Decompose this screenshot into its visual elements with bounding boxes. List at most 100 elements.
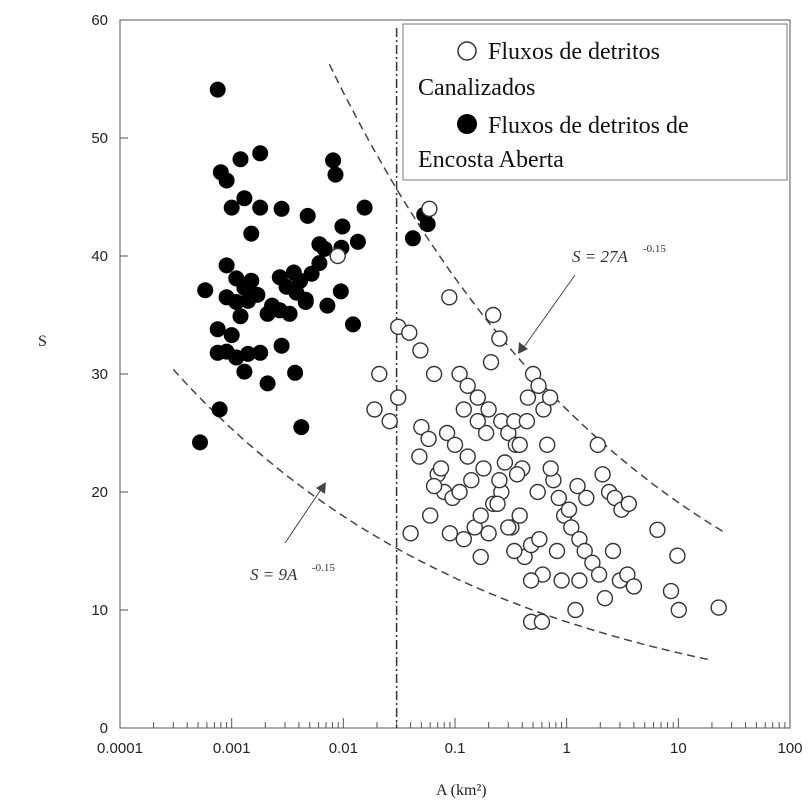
data-point-canalizados	[425, 365, 443, 383]
y-tick-label: 10	[91, 602, 108, 619]
data-point-encosta-aberta	[232, 308, 249, 325]
data-point-canalizados	[530, 377, 547, 394]
data-point-encosta-aberta	[259, 375, 276, 392]
data-point-encosta-aberta	[281, 305, 298, 322]
data-point-encosta-aberta	[316, 240, 333, 257]
data-point-canalizados	[480, 401, 497, 418]
data-point-encosta-aberta	[327, 166, 344, 183]
data-point-canalizados	[441, 289, 458, 306]
data-point-canalizados	[402, 525, 419, 542]
data-point-canalizados	[413, 418, 430, 436]
data-point-canalizados	[604, 542, 622, 560]
x-tick-label: 10	[670, 740, 687, 757]
data-point-canalizados	[550, 489, 567, 507]
data-point-encosta-aberta	[319, 297, 336, 314]
y-tick-label: 20	[91, 484, 108, 501]
data-point-canalizados	[511, 507, 528, 524]
data-point-canalizados	[472, 507, 489, 524]
x-tick-labels: 0.0001 0.001 0.01 0.1 1 10 100	[97, 740, 802, 757]
data-point-encosta-aberta	[211, 401, 228, 418]
legend-open-label-line1: Fluxos de detritos	[488, 39, 660, 65]
data-point-encosta-aberta	[209, 321, 226, 338]
data-point-encosta-aberta	[192, 434, 208, 451]
data-point-canalizados	[529, 483, 546, 501]
data-point-canalizados	[625, 578, 643, 595]
data-point-canalizados	[500, 519, 517, 536]
data-point-encosta-aberta	[419, 216, 436, 233]
data-point-encosta-aberta	[228, 294, 245, 310]
annotation-lower-arrowhead	[316, 482, 326, 494]
data-point-canalizados	[518, 413, 536, 430]
data-point-encosta-aberta	[332, 283, 349, 300]
data-point-canalizados	[670, 601, 687, 619]
data-point-canalizados	[620, 495, 637, 512]
data-point-canalizados	[401, 324, 418, 341]
annotation-upper-text: S = 27A	[572, 247, 628, 266]
x-tick-label: 0.0001	[97, 740, 143, 757]
data-point-canalizados	[541, 389, 559, 406]
data-point-encosta-aberta	[293, 419, 310, 436]
data-point-encosta-aberta	[223, 199, 240, 216]
data-point-encosta-aberta	[299, 207, 316, 224]
data-point-canalizados	[662, 582, 680, 600]
data-point-canalizados	[480, 525, 497, 542]
annotation-upper-exponent: -0.15	[643, 243, 666, 255]
envelope-curve	[328, 63, 724, 533]
data-point-canalizados	[508, 466, 526, 483]
data-point-canalizados	[491, 330, 508, 347]
envelope-curve	[172, 368, 713, 661]
legend-open-label-line2: Canalizados	[418, 75, 535, 101]
data-point-canalizados	[589, 436, 606, 453]
y-tick-labels: 0 10 20 30 40 50 60	[91, 12, 108, 737]
data-point-canalizados	[469, 389, 486, 406]
data-point-canalizados	[596, 590, 614, 607]
data-point-encosta-aberta	[236, 363, 253, 380]
data-point-canalizados	[485, 306, 502, 324]
y-tick-label: 40	[91, 248, 108, 265]
data-point-encosta-aberta	[223, 327, 240, 344]
data-point-canalizados	[482, 354, 500, 371]
data-point-encosta-aberta	[273, 200, 290, 217]
data-point-encosta-aberta	[218, 257, 235, 274]
data-point-canalizados	[366, 401, 383, 418]
data-point-canalizados	[425, 477, 443, 495]
data-point-canalizados	[669, 547, 686, 564]
data-point-encosta-aberta	[209, 81, 226, 98]
annotation-upper-arrow-line	[523, 274, 576, 348]
x-axis-title: A (km²)	[436, 782, 487, 799]
data-point-canalizados	[472, 548, 489, 566]
envelope-curves	[172, 63, 724, 661]
data-point-canalizados	[531, 531, 548, 548]
data-point-canalizados	[451, 483, 468, 501]
y-axis-title: S	[38, 333, 47, 350]
data-point-canalizados	[710, 599, 727, 616]
data-point-canalizados	[548, 542, 566, 560]
legend-filled-label-line2: Encosta Aberta	[418, 147, 564, 173]
data-point-canalizados	[477, 424, 495, 442]
x-tick-label: 0.01	[329, 740, 358, 757]
data-point-canalizados	[329, 247, 346, 265]
data-point-encosta-aberta	[404, 230, 421, 247]
data-point-canalizados	[567, 601, 584, 619]
data-points	[192, 81, 727, 630]
data-point-encosta-aberta	[243, 225, 260, 242]
data-point-encosta-aberta	[252, 199, 269, 216]
y-tick-label: 0	[100, 720, 108, 737]
data-point-canalizados	[455, 401, 472, 418]
data-point-canalizados	[446, 436, 464, 453]
annotation-lower: S = 9A -0.15	[250, 482, 335, 584]
annotation-upper: S = 27A -0.15	[518, 243, 666, 354]
annotation-upper-arrowhead	[518, 342, 528, 354]
data-point-canalizados	[576, 542, 593, 560]
data-point-encosta-aberta	[252, 145, 269, 162]
data-point-canalizados	[571, 572, 588, 589]
data-point-encosta-aberta	[273, 337, 290, 354]
data-point-canalizados	[411, 448, 428, 465]
data-point-encosta-aberta	[243, 272, 260, 289]
data-point-canalizados	[491, 472, 508, 489]
data-point-canalizados	[533, 613, 551, 630]
data-point-canalizados	[463, 472, 480, 489]
y-tick-label: 60	[91, 12, 108, 29]
data-point-encosta-aberta	[311, 255, 328, 272]
